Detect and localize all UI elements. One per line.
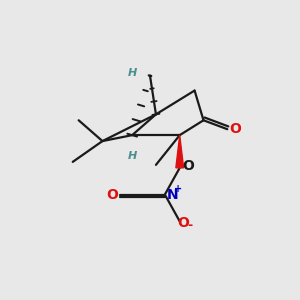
Text: O: O: [230, 122, 242, 136]
Text: -: -: [187, 219, 192, 232]
Polygon shape: [176, 135, 184, 168]
Text: O: O: [177, 216, 189, 230]
Text: +: +: [174, 184, 182, 194]
Text: O: O: [182, 159, 194, 173]
Text: O: O: [106, 188, 118, 202]
Text: N: N: [167, 188, 178, 202]
Text: H: H: [128, 68, 137, 78]
Text: H: H: [128, 151, 137, 161]
